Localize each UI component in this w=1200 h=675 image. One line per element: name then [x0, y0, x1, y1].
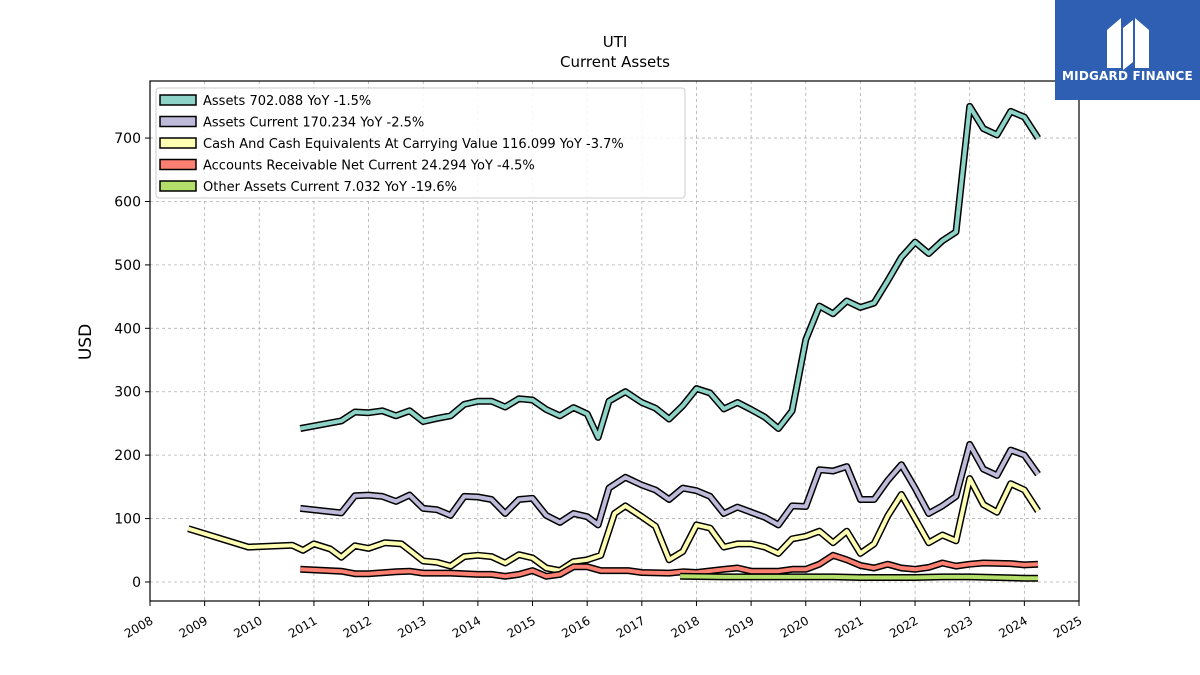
x-tick-label: 2016 [559, 613, 592, 640]
legend-item: Accounts Receivable Net Current 24.294 Y… [159, 158, 535, 174]
x-tick-label: 2008 [122, 613, 155, 640]
series-stroke-3 [300, 553, 1039, 579]
legend: Assets 702.088 YoY -1.5% Assets Current 1… [155, 87, 686, 199]
series-line-1 [299, 440, 1041, 529]
y-tick-label: 500 [114, 258, 141, 274]
legend-label: Accounts Receivable Net Current 24.294 Y… [203, 159, 535, 174]
y-tick-label: 400 [114, 321, 141, 337]
legend-label: Assets Current 170.234 YoY -2.5% [203, 116, 424, 131]
legend-item: Other Assets Current 7.032 YoY -19.6% [159, 180, 457, 195]
x-tick-label: 2021 [832, 613, 865, 640]
x-tick-label: 2010 [231, 613, 264, 640]
x-tick-label: 2019 [723, 613, 756, 640]
y-tick-label: 200 [114, 448, 141, 464]
legend-item: Assets Current 170.234 YoY -2.5% [159, 115, 424, 131]
x-tick-label: 2013 [395, 613, 428, 640]
series-stroke-2 [187, 476, 1040, 573]
x-tick-label: 2012 [341, 613, 374, 640]
brand-logo: MIDGARD FINANCE [1055, 0, 1200, 100]
x-tick-label: 2022 [887, 613, 920, 640]
series-line-3 [300, 551, 1039, 580]
y-tick-label: 0 [132, 575, 141, 591]
series-layer [187, 102, 1041, 582]
x-tick-label: 2023 [942, 613, 975, 640]
y-tick-label: 100 [114, 512, 141, 528]
series-stroke-0 [299, 104, 1040, 440]
chart-subtitle: Current Assets [560, 53, 670, 71]
series-stroke-1 [300, 442, 1040, 527]
midgard-logo-icon [1107, 18, 1149, 70]
legend-label: Assets 702.088 YoY -1.5% [203, 94, 371, 109]
legend-item: Assets 702.088 YoY -1.5% [159, 94, 371, 109]
y-tick-label: 600 [114, 194, 141, 210]
series-stroke-4 [680, 574, 1038, 581]
legend-swatch [159, 158, 197, 171]
y-axis-label: USD [76, 324, 96, 360]
brand-name: MIDGARD FINANCE [1062, 69, 1193, 83]
x-tick-label: 2024 [996, 613, 1029, 640]
legend-swatch [159, 180, 197, 192]
series-line-0 [299, 102, 1041, 441]
legend-label: Cash And Cash Equivalents At Carrying Va… [203, 137, 624, 152]
legend-item: Cash And Cash Equivalents At Carrying Va… [159, 137, 624, 152]
legend-swatch [159, 115, 197, 128]
chart-title: UTI [603, 33, 628, 51]
x-tick-label: 2009 [177, 613, 210, 640]
legend-box [155, 87, 686, 199]
legend-swatch [159, 94, 197, 106]
x-tick-label: 2020 [778, 613, 811, 640]
series-line-2 [187, 475, 1041, 575]
legend-swatch [159, 137, 197, 149]
series-outline-2 [187, 475, 1041, 575]
legend-label: Other Assets Current 7.032 YoY -19.6% [203, 180, 457, 195]
x-tick-label: 2025 [1051, 613, 1084, 640]
x-tick-label: 2017 [614, 613, 647, 640]
series-line-4 [680, 572, 1038, 582]
plot-frame [149, 80, 1080, 602]
y-tick-label: 300 [114, 385, 141, 401]
y-tick-label: 700 [114, 131, 141, 147]
x-tick-label: 2011 [286, 613, 319, 640]
x-tick-label: 2018 [669, 613, 702, 640]
x-tick-label: 2014 [450, 613, 483, 640]
x-tick-label: 2015 [505, 613, 538, 640]
